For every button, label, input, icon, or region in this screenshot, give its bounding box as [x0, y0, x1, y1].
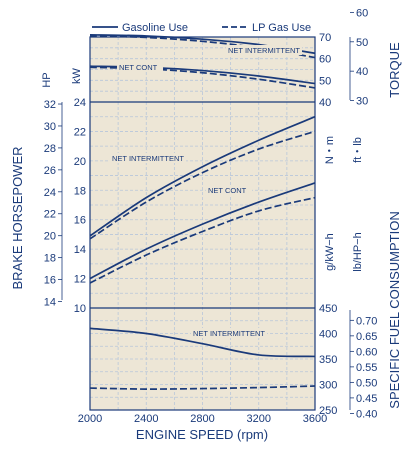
annotation-bg [110, 153, 186, 163]
sfc-title: SPECIFIC FUEL CONSUMPTION [387, 211, 402, 408]
hp-tick-label: 14 [44, 297, 56, 309]
power-series-gasoline-0 [89, 115, 316, 237]
sfc-series-gasoline-0 [89, 327, 316, 358]
ftlb-tick-label: 30 [356, 96, 368, 108]
nm-tick-label: 60 [319, 54, 331, 66]
annotation-power-cont: NET CONT [208, 186, 247, 195]
annotations: NET INTERMITTENT NET CONT NET INTERMITTENT… [110, 45, 302, 338]
kw-tick-label: 18 [74, 185, 86, 197]
hp-tick-label: 16 [44, 275, 56, 287]
kw-unit-label: kW [71, 67, 83, 84]
kw-tick-label: 16 [74, 215, 86, 227]
x-axis-title: ENGINE SPEED (rpm) [136, 427, 268, 442]
torque-title: TORQUE [387, 42, 402, 98]
lbhph-tick-label: 0.60 [356, 346, 377, 358]
lbhph-tick-label: 0.45 [356, 393, 377, 405]
legend-gasoline: Gasoline Use [122, 22, 188, 34]
x-tick-label: 3200 [247, 413, 271, 425]
kw-tick-label: 22 [74, 126, 86, 138]
lbhph-tick-label: 0.40 [356, 408, 377, 420]
hp-tick-label: 20 [44, 231, 56, 243]
hp-unit-label: HP [41, 72, 53, 87]
gkwh-unit-label: g/kW−h [324, 233, 336, 271]
lbhph-tick-label: 0.70 [356, 315, 377, 327]
kw-tick-label: 12 [74, 274, 86, 286]
lbhph-tick-label: 0.65 [356, 331, 377, 343]
kw-tick-label: 20 [74, 156, 86, 168]
annotation-bg [191, 328, 267, 338]
x-tick-label: 2400 [134, 413, 158, 425]
ftlb-tick-label: 60 [356, 7, 368, 19]
legend: Gasoline Use LP Gas Use [92, 22, 311, 34]
gkwh-tick-label: 350 [319, 354, 337, 366]
annotation-bg [226, 45, 302, 55]
hp-tick-label: 26 [44, 165, 56, 177]
x-tick-label: 2000 [78, 413, 102, 425]
hp-tick-label: 22 [44, 209, 56, 221]
hp-tick-label: 18 [44, 253, 56, 265]
annotation-torque-cont: NET CONT [119, 63, 158, 72]
nm-tick-label: 50 [319, 75, 331, 87]
kw-tick-label: 24 [74, 97, 86, 109]
nm-tick-label: 70 [319, 32, 331, 44]
power-series-lp-gas-3 [89, 196, 316, 284]
sfc-series-lp-gas-1 [89, 385, 316, 390]
hp-tick-label: 28 [44, 143, 56, 155]
ftlb-tick-label: 40 [356, 66, 368, 78]
x-tick-label: 2800 [190, 413, 214, 425]
gkwh-tick-label: 450 [319, 303, 337, 315]
gkwh-tick-label: 250 [319, 405, 337, 417]
hp-tick-label: 24 [44, 187, 56, 199]
annotation-sfc-intermittent: NET INTERMITTENT [193, 329, 265, 338]
torque-series-lp-gas-3 [89, 66, 316, 89]
gkwh-tick-label: 300 [319, 380, 337, 392]
legend-lp-gas: LP Gas Use [252, 22, 311, 34]
lbhph-tick-label: 0.50 [356, 377, 377, 389]
ftlb-unit-label: ft・lb [352, 137, 364, 163]
y-axis-title-left: BRAKE HORSEPOWER [10, 146, 25, 289]
power-series-lp-gas-1 [89, 130, 316, 240]
ftlb-tick-label: 50 [356, 37, 368, 49]
plot-frame [89, 36, 316, 411]
tick-labels: 2000 2400 2800 3200 3600 40 50 60 70 30 40 50 60 10 12… [44, 7, 378, 425]
nm-unit-label: N・m [324, 136, 336, 164]
lbhph-unit-label: lb/HP−h [352, 232, 364, 271]
annotation-torque-intermittent: NET INTERMITTENT [228, 46, 300, 55]
annotation-bg [117, 62, 163, 72]
kw-tick-label: 14 [74, 244, 86, 256]
hp-tick-label: 30 [44, 121, 56, 133]
torque-series-lp-gas-1 [89, 35, 316, 59]
lbhph-tick-label: 0.55 [356, 362, 377, 374]
curves [89, 33, 316, 390]
x-tick-label: 3600 [303, 413, 327, 425]
annotation-bg [206, 185, 252, 195]
kw-tick-label: 10 [74, 303, 86, 315]
hp-tick-label: 32 [44, 99, 56, 111]
gkwh-tick-label: 400 [319, 329, 337, 341]
annotation-power-intermittent: NET INTERMITTENT [112, 154, 184, 163]
nm-tick-label: 40 [319, 97, 331, 109]
power-series-gasoline-2 [89, 182, 316, 280]
